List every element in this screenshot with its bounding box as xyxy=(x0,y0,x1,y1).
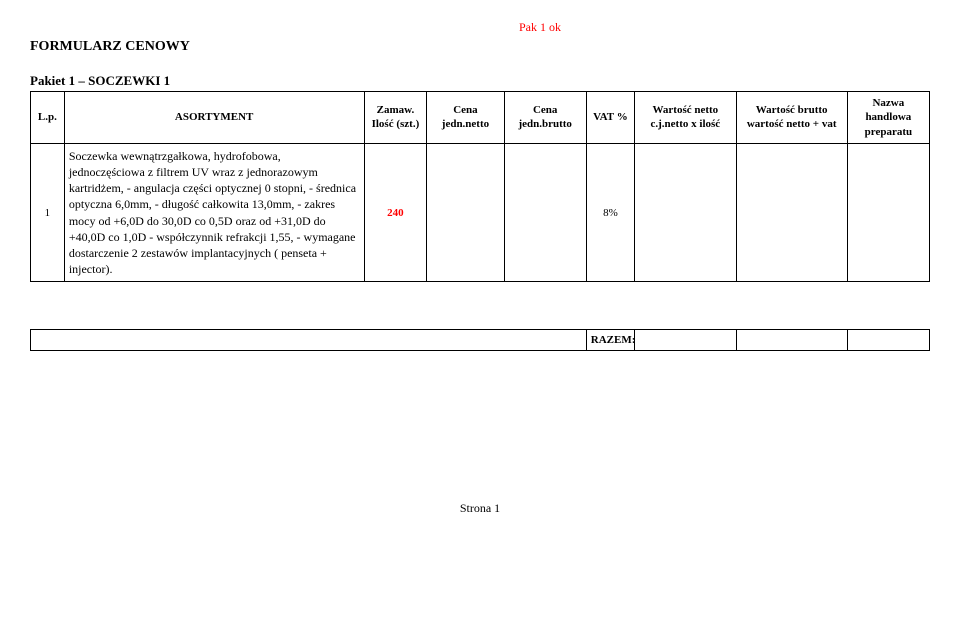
spacer-row xyxy=(31,282,930,330)
table-row: 1 Soczewka wewnątrzgałkowa, hydrofobowa,… xyxy=(31,143,930,282)
header-note-text: Pak 1 ok xyxy=(519,20,561,34)
cell-lp: 1 xyxy=(31,143,65,282)
cell-wartosc-netto xyxy=(635,143,737,282)
col-cena-netto: Cena jedn.netto xyxy=(427,92,504,144)
cell-nazwa xyxy=(847,143,929,282)
col-asortyment: ASORTYMENT xyxy=(64,92,364,144)
price-table: L.p. ASORTYMENT Zamaw. Ilość (szt.) Cena… xyxy=(30,91,930,351)
cell-vat: 8% xyxy=(586,143,634,282)
page-footer: Strona 1 xyxy=(30,501,930,516)
col-nazwa: Nazwa handlowa preparatu xyxy=(847,92,929,144)
form-title: FORMULARZ CENOWY xyxy=(30,39,930,55)
packet-title: Pakiet 1 – SOCZEWKI 1 xyxy=(30,73,930,89)
col-wartosc-netto: Wartość netto c.j.netto x ilość xyxy=(635,92,737,144)
cell-cena-netto xyxy=(427,143,504,282)
header-note: Pak 1 ok xyxy=(30,20,930,35)
cell-qty: 240 xyxy=(364,143,427,282)
col-lp: L.p. xyxy=(31,92,65,144)
razem-row: RAZEM: xyxy=(31,330,930,351)
table-header-row: L.p. ASORTYMENT Zamaw. Ilość (szt.) Cena… xyxy=(31,92,930,144)
cell-wartosc-brutto xyxy=(736,143,847,282)
cell-cena-brutto xyxy=(504,143,586,282)
col-cena-brutto: Cena jedn.brutto xyxy=(504,92,586,144)
qty-value: 240 xyxy=(387,207,404,219)
col-wartosc-brutto: Wartość brutto wartość netto + vat xyxy=(736,92,847,144)
col-vat: VAT % xyxy=(586,92,634,144)
razem-label: RAZEM: xyxy=(586,330,634,351)
col-qty: Zamaw. Ilość (szt.) xyxy=(364,92,427,144)
cell-desc: Soczewka wewnątrzgałkowa, hydrofobowa, j… xyxy=(64,143,364,282)
